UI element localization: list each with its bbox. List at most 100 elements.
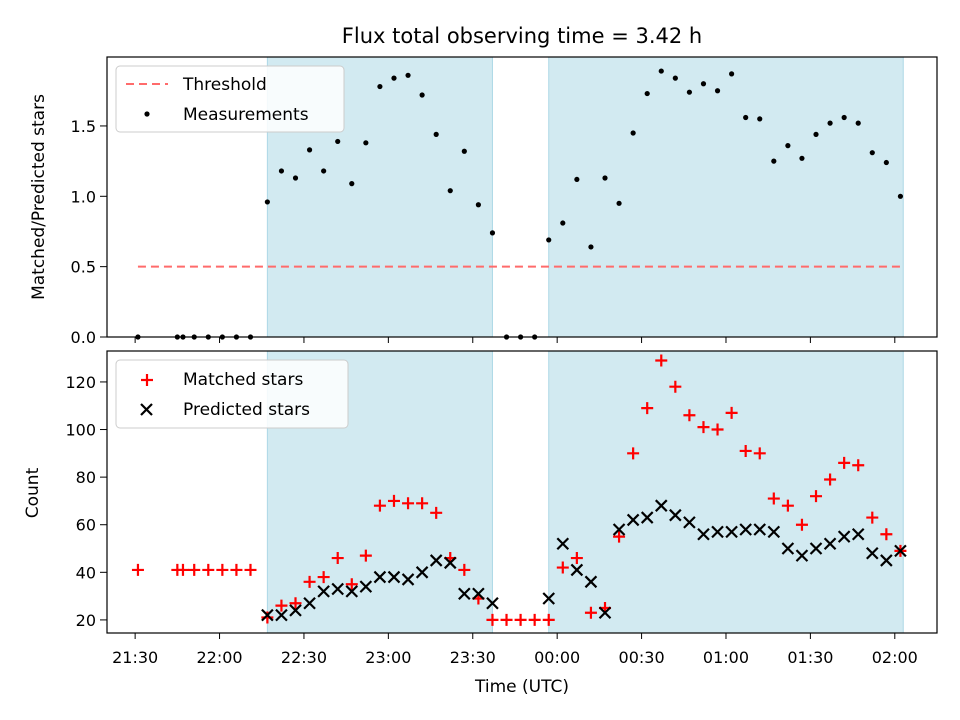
predicted-star-point	[458, 587, 471, 601]
matched-star-point	[781, 499, 794, 512]
measurement-point	[292, 175, 299, 181]
measurement-point	[475, 202, 481, 208]
chart-title: Flux total observing time = 3.42 h	[342, 24, 702, 48]
legend-matched-label: Matched stars	[183, 370, 303, 390]
measurement-point	[785, 143, 791, 149]
measurement-point	[278, 168, 285, 174]
y-tick-label: 20	[76, 611, 96, 630]
legend-measurements-label: Measurements	[183, 105, 309, 125]
matched-star-point	[387, 494, 400, 507]
y-tick-label: 40	[76, 563, 96, 582]
matched-star-point	[613, 530, 626, 543]
matched-star-point	[458, 563, 471, 576]
matched-star-point	[216, 563, 229, 576]
matched-star-point	[430, 506, 443, 519]
predicted-star-point	[823, 537, 837, 551]
bottom-xlabel: Time (UTC)	[474, 677, 569, 697]
x-tick-label: 23:30	[450, 648, 496, 667]
measurement-point	[461, 148, 467, 154]
predicted-star-point	[837, 530, 851, 543]
measurement-point	[391, 75, 397, 81]
predicted-star-point	[317, 585, 330, 598]
predicted-star-point	[401, 573, 415, 586]
matched-star-point	[711, 423, 724, 436]
y-tick-label: 120	[65, 373, 96, 392]
predicted-star-point	[697, 527, 710, 541]
top-panel: 0.0 0.5 1.0 1.5 Matched/Predicted stars Thr…	[29, 56, 938, 347]
x-tick-label: 02:00	[872, 648, 918, 667]
measurement-point	[799, 155, 805, 161]
matched-star-point	[655, 354, 668, 367]
predicted-star-point	[472, 587, 485, 601]
measurement-point	[264, 199, 270, 205]
predicted-star-point	[429, 554, 443, 567]
measurement-point	[560, 220, 566, 226]
measurement-point	[729, 71, 735, 77]
measurement-point	[869, 150, 875, 156]
matched-star-point	[641, 402, 654, 415]
bottom-plot-frame	[106, 350, 938, 634]
measurement-point	[306, 147, 313, 153]
predicted-star-point	[711, 525, 724, 539]
predicted-star-point	[570, 563, 584, 577]
measurement-point	[714, 88, 721, 94]
matched-star-point	[261, 611, 274, 624]
legend-predicted-label: Predicted stars	[183, 400, 310, 420]
predicted-star-point	[303, 596, 316, 610]
predicted-star-point	[683, 516, 696, 529]
legend-threshold-label: Threshold	[182, 75, 267, 95]
predicted-star-point	[359, 580, 373, 593]
measurement-point	[433, 131, 439, 137]
measurement-point	[630, 130, 636, 136]
y-tick-label: 1.0	[71, 187, 96, 206]
predicted-star-point	[725, 525, 738, 539]
measurement-point	[349, 181, 355, 187]
y-tick-label: 100	[65, 421, 96, 440]
measurement-point	[672, 75, 678, 81]
matched-star-point	[131, 563, 144, 576]
predicted-star-point	[261, 608, 274, 622]
x-tick-label: 00:00	[534, 648, 580, 667]
predicted-star-point	[640, 511, 654, 524]
matched-star-point	[739, 444, 752, 457]
predicted-star-point	[584, 575, 598, 589]
matched-star-point	[416, 497, 429, 510]
matched-star-point	[795, 518, 808, 531]
measurement-point	[363, 140, 369, 146]
predicted-star-point	[753, 523, 767, 536]
measurement-point	[686, 89, 693, 95]
predicted-star-point	[669, 508, 682, 522]
matched-star-point	[303, 575, 316, 588]
matched-star-point	[556, 561, 569, 574]
predicted-star-point	[739, 523, 752, 536]
x-tick-label: 22:30	[281, 648, 327, 667]
legend-matched-swatch	[141, 374, 153, 386]
measurement-point	[335, 138, 341, 145]
predicted-star-point	[866, 547, 879, 560]
matched-star-point	[188, 563, 201, 576]
predicted-star-point	[345, 585, 359, 598]
matched-star-point	[584, 606, 597, 619]
predicted-star-point	[626, 513, 640, 527]
matched-star-point	[866, 511, 879, 524]
matched-star-point	[697, 421, 710, 434]
matched-star-point	[230, 563, 243, 576]
bottom-panel: 20 40 60 80 100 120 21:30 22:00 22:30 23:00 23:30…	[23, 350, 938, 697]
measurement-point	[658, 68, 664, 74]
predicted-star-point	[275, 608, 288, 622]
matched-star-point	[345, 578, 358, 591]
measurement-point	[855, 120, 861, 126]
matched-star-point	[289, 597, 302, 610]
x-tick-label: 01:00	[703, 648, 749, 667]
x-tick-label: 22:00	[196, 648, 242, 667]
matched-star-point	[725, 406, 738, 419]
matched-star-point	[852, 459, 865, 472]
predicted-star-point	[851, 527, 865, 541]
y-tick-label: 0.0	[71, 328, 96, 347]
matched-star-point	[627, 447, 640, 460]
matched-star-point	[176, 563, 189, 576]
bottom-legend: Matched stars Predicted stars	[115, 359, 349, 429]
matched-star-point	[500, 613, 513, 626]
legend-measurements-swatch	[144, 111, 150, 117]
measurement-point	[883, 159, 889, 166]
